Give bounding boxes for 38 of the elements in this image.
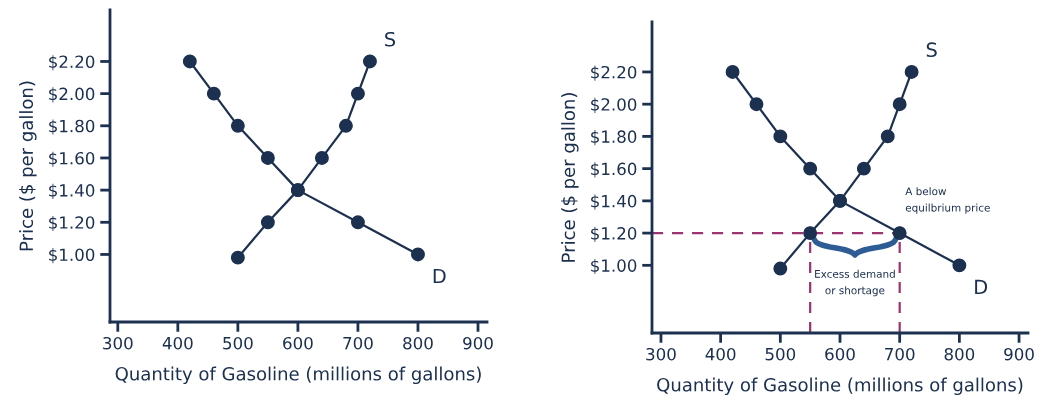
x-tick-label: 800 (403, 336, 433, 350)
y-tick-label: $2.20 (591, 65, 637, 81)
annotation: A below equilbrium price (905, 187, 990, 214)
series-label: S (385, 31, 396, 47)
y-tick-label: $1.20 (591, 226, 637, 242)
y-tick-label: $2.20 (49, 55, 95, 71)
x-tick-label: 700 (885, 347, 915, 361)
y-tick-label: $1.00 (591, 258, 637, 275)
y-tick-label: $1.80 (49, 119, 95, 135)
y-tick-label: $1.20 (49, 215, 95, 232)
x-axis-title: Quantity of Gasoline (millions of gallons) (115, 366, 481, 385)
x-axis-title: Quantity of Gasoline (millions of gallons) (657, 377, 1023, 396)
annotation: Excess demand or shortage (815, 269, 895, 297)
y-tick-label: $2.00 (49, 87, 95, 103)
x-tick-label: 300 (103, 336, 133, 350)
x-tick-label: 600 (283, 336, 313, 350)
x-tick-label: 500 (765, 347, 796, 361)
x-tick-label: 900 (1004, 347, 1034, 361)
x-tick-label: 900 (463, 336, 493, 350)
y-tick-label: $2.00 (591, 97, 637, 113)
y-tick-label: $1.60 (49, 151, 95, 167)
x-tick-label: 400 (162, 336, 193, 350)
x-tick-label: 800 (944, 347, 975, 361)
x-tick-label: 500 (223, 336, 253, 350)
series-label: D (433, 268, 446, 284)
x-tick-label: 300 (646, 347, 676, 361)
series-label: S (926, 42, 937, 58)
x-tick-label: 600 (825, 347, 855, 361)
series-label: D (975, 279, 988, 294)
y-tick-label: $1.40 (49, 183, 95, 199)
y-tick-label: $1.80 (591, 130, 637, 146)
y-tick-label: $1.60 (591, 162, 637, 178)
y-tick-label: $1.40 (591, 194, 637, 210)
y-axis-title: Price ($ per gallon) (19, 81, 37, 251)
x-tick-label: 700 (343, 336, 373, 350)
y-axis-title: Price ($ per gallon) (561, 93, 579, 262)
y-tick-label: $1.00 (49, 248, 95, 264)
x-tick-label: 400 (705, 347, 736, 361)
